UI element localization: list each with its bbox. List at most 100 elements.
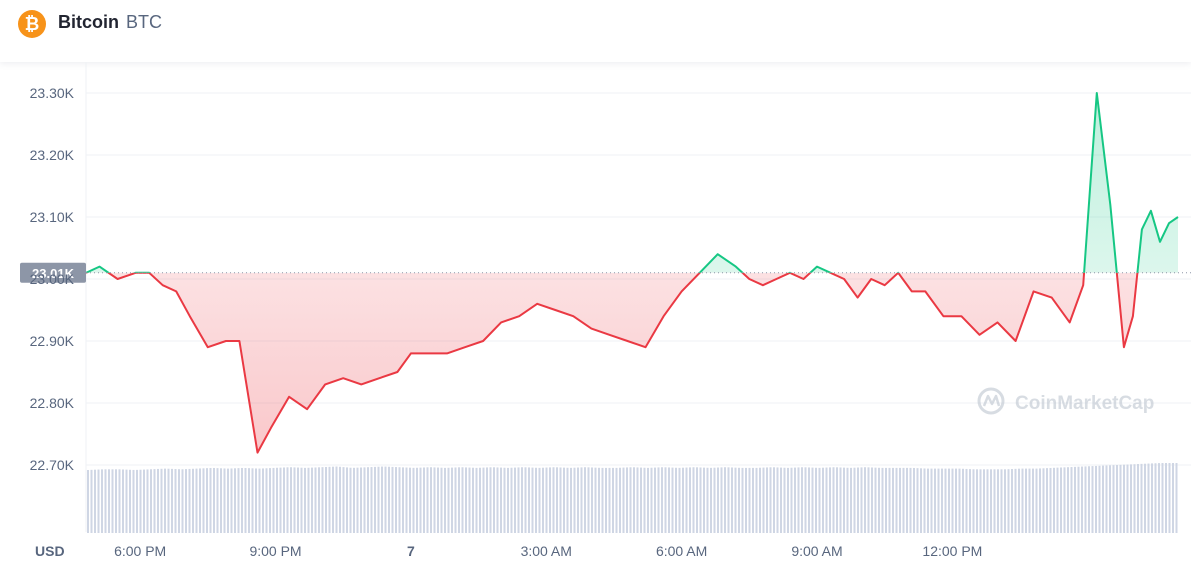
volume-bar bbox=[797, 467, 800, 533]
volume-bar bbox=[388, 466, 390, 533]
volume-bar bbox=[1042, 468, 1045, 533]
volume-bar bbox=[972, 469, 975, 533]
volume-bar bbox=[874, 467, 877, 533]
x-tick-label: 9:00 PM bbox=[249, 543, 301, 559]
coin-symbol: BTC bbox=[126, 12, 162, 32]
price-area-below bbox=[86, 272, 1178, 453]
volume-bar bbox=[629, 467, 632, 533]
volume-bar bbox=[153, 469, 156, 533]
volume-bar bbox=[227, 468, 229, 533]
y-tick-label: 23.00K bbox=[30, 271, 75, 287]
volume-bar bbox=[587, 467, 590, 533]
y-tick-label: 22.90K bbox=[30, 333, 75, 349]
volume-bar bbox=[888, 467, 891, 533]
volume-bar bbox=[398, 467, 401, 533]
volume-bar bbox=[801, 467, 803, 533]
volume-bar bbox=[710, 467, 712, 533]
volume-bar bbox=[668, 467, 670, 533]
volume-bar bbox=[297, 467, 299, 533]
volume-bar bbox=[164, 468, 166, 533]
volume-bar bbox=[426, 467, 429, 533]
volume-bar bbox=[391, 466, 394, 533]
volume-bar bbox=[983, 469, 985, 533]
volume-bar bbox=[367, 467, 369, 533]
volume-bar bbox=[955, 468, 957, 533]
volume-bar bbox=[829, 467, 831, 533]
volume-bar bbox=[636, 467, 639, 533]
volume-bar bbox=[622, 467, 625, 533]
volume-bar bbox=[339, 466, 341, 533]
volume-bar bbox=[346, 467, 348, 533]
volume-bar bbox=[255, 468, 257, 533]
volume-bar bbox=[944, 468, 947, 533]
volume-bar bbox=[269, 468, 271, 533]
volume-bar bbox=[265, 468, 268, 533]
volume-bar bbox=[437, 467, 439, 533]
volume-bar bbox=[731, 467, 733, 533]
volume-bar bbox=[314, 467, 317, 533]
volume-bar bbox=[1014, 468, 1017, 533]
volume-bar bbox=[517, 467, 520, 533]
volume-bar bbox=[1133, 464, 1136, 533]
volume-bar bbox=[521, 467, 523, 533]
volume-bar bbox=[531, 467, 534, 533]
volume-bar bbox=[167, 468, 170, 533]
volume-bar bbox=[608, 467, 611, 533]
volume-bar bbox=[867, 467, 870, 533]
volume-bar bbox=[1105, 465, 1108, 533]
volume-bar bbox=[1074, 466, 1076, 533]
volume-bar bbox=[1168, 463, 1171, 533]
volume-bar bbox=[90, 469, 93, 533]
volume-bar bbox=[881, 467, 884, 533]
volume-bar bbox=[157, 468, 159, 533]
volume-bar bbox=[591, 467, 593, 533]
volume-bar bbox=[447, 467, 450, 533]
volume-bar bbox=[279, 467, 282, 533]
volume-bar bbox=[1039, 468, 1041, 533]
volume-bar bbox=[213, 467, 215, 533]
y-tick-label: 23.20K bbox=[30, 147, 75, 163]
volume-bar bbox=[748, 467, 751, 533]
volume-bar bbox=[916, 468, 919, 533]
volume-bar bbox=[542, 467, 544, 533]
volume-bar bbox=[409, 467, 411, 533]
volume-bar bbox=[258, 468, 261, 533]
volume-bar bbox=[1067, 467, 1069, 533]
volume-bar bbox=[804, 467, 807, 533]
volume-bar bbox=[654, 467, 656, 533]
volume-bar bbox=[129, 469, 131, 533]
volume-bar bbox=[570, 467, 572, 533]
volume-bar bbox=[507, 467, 509, 533]
volume-bar bbox=[769, 467, 772, 533]
y-axis: 22.70K 22.80K 22.90K 23.00K 23.10K 23.20K 23.3… bbox=[30, 85, 75, 473]
volume-bar bbox=[927, 468, 929, 533]
coinmarketcap-logo-icon bbox=[977, 387, 1005, 415]
volume-bar bbox=[185, 469, 187, 533]
volume-bar bbox=[615, 467, 618, 533]
volume-bar bbox=[787, 467, 789, 533]
watermark-text: CoinMarketCap bbox=[1015, 393, 1154, 414]
volume-bar bbox=[993, 469, 996, 533]
volume-bar bbox=[181, 469, 184, 533]
volume-bar bbox=[146, 469, 149, 533]
volume-bar bbox=[143, 469, 145, 533]
volume-bar bbox=[234, 468, 236, 533]
volume-bar bbox=[878, 467, 880, 533]
volume-bar bbox=[643, 467, 646, 533]
volume-bar bbox=[734, 467, 737, 533]
volume-bar bbox=[906, 467, 908, 533]
volume-bar bbox=[825, 467, 828, 533]
volume-bar bbox=[696, 467, 698, 533]
volume-bar bbox=[990, 469, 992, 533]
volume-bar bbox=[566, 467, 569, 533]
volume-bar bbox=[986, 469, 989, 533]
volume-bar bbox=[472, 467, 474, 533]
coin-name: Bitcoin bbox=[58, 12, 119, 32]
volume-bar bbox=[171, 468, 173, 533]
volume-bar bbox=[136, 469, 138, 533]
volume-bar bbox=[458, 467, 460, 533]
volume-bar bbox=[206, 468, 208, 533]
volume-bar bbox=[762, 467, 765, 533]
volume-bar bbox=[699, 467, 702, 533]
